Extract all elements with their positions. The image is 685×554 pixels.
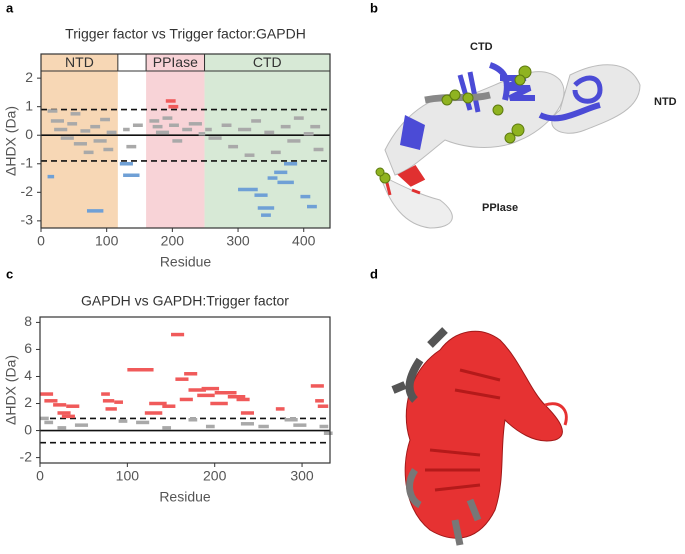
region-label: CTD [253, 54, 282, 70]
panel-label: d [370, 266, 378, 281]
chart-title: GAPDH vs GAPDH:Trigger factor [81, 293, 289, 309]
plot-frame [39, 316, 331, 464]
structure-d [391, 327, 568, 546]
region-label: PPIase [153, 54, 198, 70]
region [204, 54, 330, 228]
y-tick-label: 0 [24, 421, 32, 437]
panel-label: c [6, 266, 13, 281]
structure-b: CTD NTD PPIase [375, 41, 677, 229]
y-tick-label: 0 [25, 126, 33, 142]
structure-label: PPIase [482, 202, 518, 214]
chart-title: Trigger factor vs Trigger factor:GAPDH [65, 26, 306, 42]
plot-frame [40, 53, 331, 229]
y-tick-label: -3 [21, 212, 34, 228]
y-tick-label: 4 [24, 367, 32, 383]
x-tick-label: 100 [116, 468, 140, 484]
region-label: NTD [65, 54, 94, 70]
x-axis-title: Residue [159, 489, 211, 505]
x-tick-label: 400 [292, 233, 316, 249]
panel-label: b [370, 0, 378, 15]
structure-label: CTD [470, 41, 493, 53]
y-tick-label: 8 [24, 313, 32, 329]
panel-label: a [6, 0, 14, 15]
x-axis-title: Residue [160, 254, 212, 270]
x-tick-label: 100 [95, 233, 119, 249]
y-axis-title: ΔHDX (Da) [3, 355, 19, 425]
x-tick-label: 200 [203, 468, 227, 484]
y-tick-label: -1 [21, 154, 34, 170]
x-tick-label: 300 [226, 233, 250, 249]
y-tick-label: 6 [24, 340, 32, 356]
y-tick-label: 2 [24, 394, 32, 410]
x-tick-label: 0 [36, 468, 44, 484]
y-axis-title: ΔHDX (Da) [3, 106, 19, 176]
y-tick-label: 2 [25, 69, 33, 85]
structure-label: NTD [654, 96, 677, 108]
x-tick-label: 300 [290, 468, 314, 484]
y-tick-label: 1 [25, 97, 33, 113]
y-tick-label: -2 [20, 448, 33, 464]
y-tick-label: -2 [21, 183, 34, 199]
x-tick-label: 200 [161, 233, 185, 249]
x-tick-label: 0 [37, 233, 45, 249]
